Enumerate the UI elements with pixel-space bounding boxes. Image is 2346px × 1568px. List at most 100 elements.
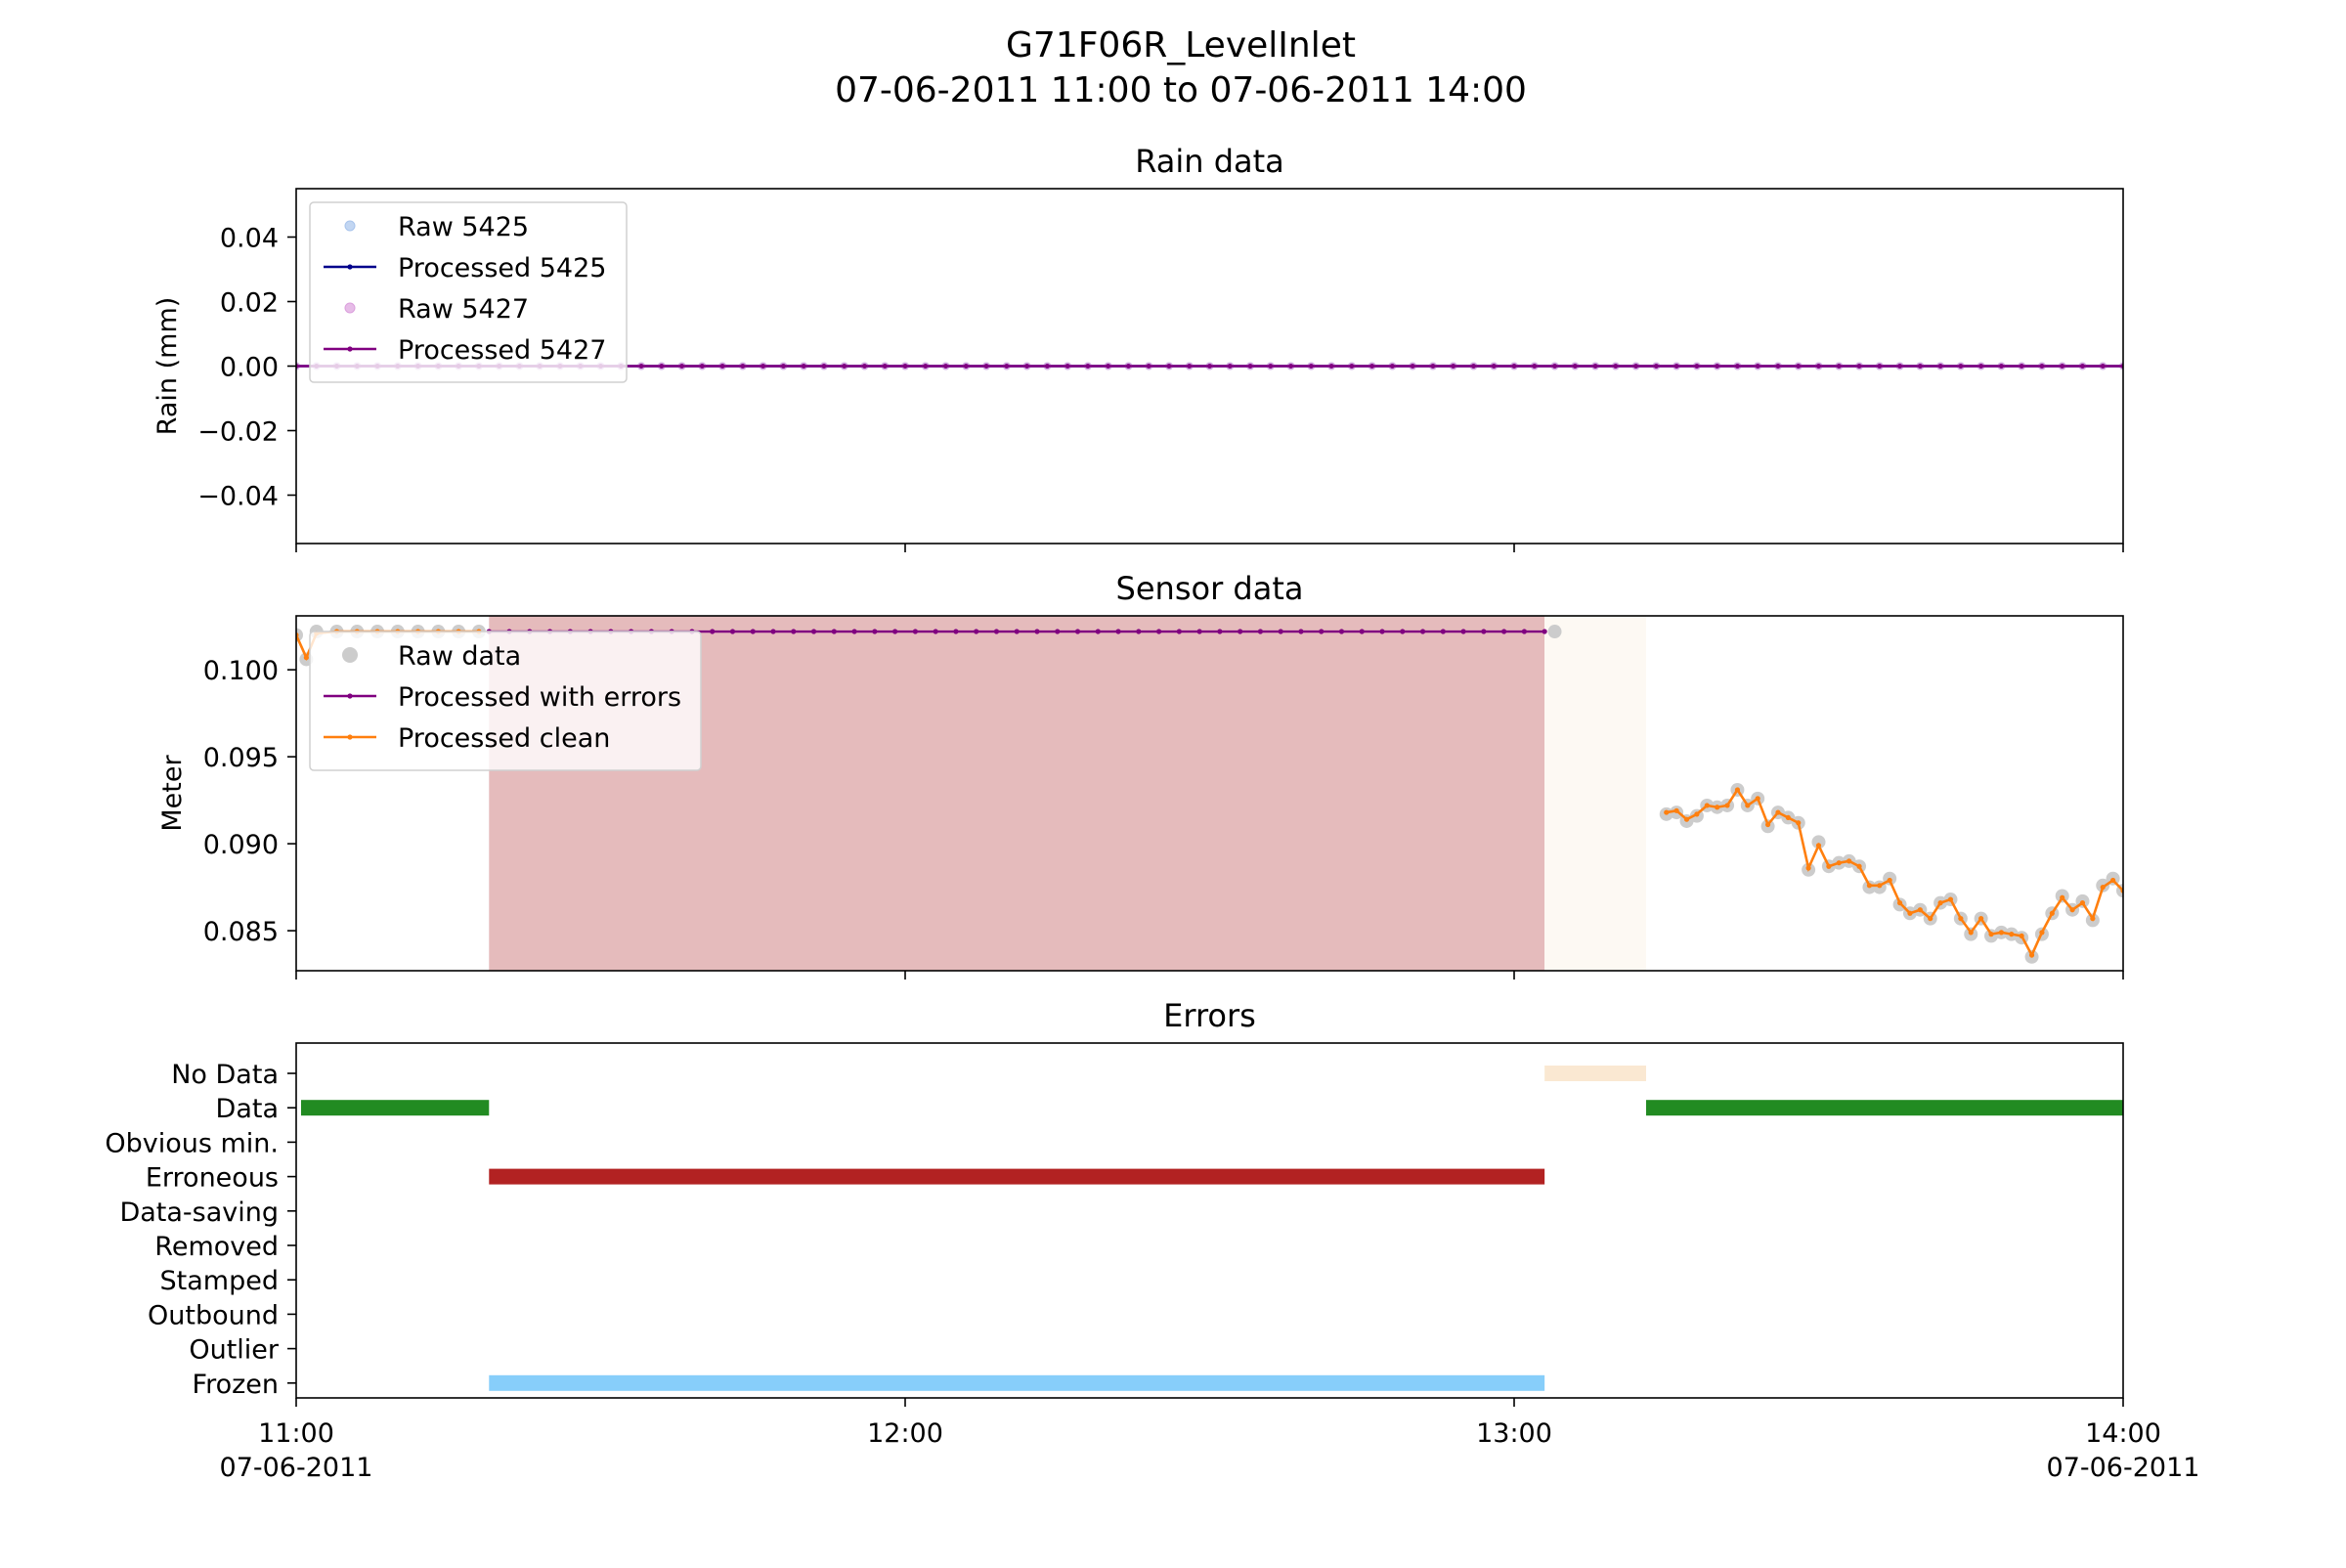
rain-point bbox=[943, 364, 948, 369]
clean-series-point bbox=[1785, 814, 1791, 821]
clean-series-point bbox=[1764, 821, 1771, 828]
shaded-span bbox=[1544, 616, 1646, 971]
error-series-point bbox=[1136, 629, 1142, 634]
y-tick-label: 0.090 bbox=[203, 830, 279, 860]
clean-series-point bbox=[1683, 816, 1690, 822]
rain-point bbox=[1572, 364, 1578, 369]
clean-series-point bbox=[2069, 907, 2075, 913]
clean-series-point bbox=[2110, 877, 2116, 884]
legend-label: Processed 5427 bbox=[398, 335, 606, 366]
y-tick-label: 0.095 bbox=[203, 743, 279, 773]
rain-point bbox=[1085, 364, 1091, 369]
rain-point bbox=[2100, 364, 2106, 369]
rain-point bbox=[1796, 364, 1802, 369]
error-interval-bar bbox=[1544, 1066, 1646, 1081]
y-tick-label: 0.00 bbox=[220, 353, 279, 383]
clean-series-point bbox=[1745, 803, 1751, 808]
rain-point bbox=[862, 364, 867, 369]
error-series-point bbox=[974, 629, 979, 634]
error-series-point bbox=[729, 629, 736, 634]
clean-series-point bbox=[1958, 916, 1964, 922]
error-series-point bbox=[1460, 629, 1466, 634]
rain-point bbox=[1207, 364, 1212, 369]
category-label: Removed bbox=[154, 1232, 279, 1262]
clean-series-point bbox=[1937, 900, 1943, 906]
clean-series-point bbox=[1998, 930, 2004, 936]
rain-point bbox=[1532, 364, 1538, 369]
category-label: Stamped bbox=[160, 1266, 279, 1296]
y-tick-label: 0.04 bbox=[220, 224, 279, 254]
rain-point bbox=[1369, 364, 1375, 369]
clean-series-point bbox=[1947, 896, 1954, 902]
clean-series-point bbox=[1978, 916, 1984, 922]
rain-point bbox=[1592, 364, 1598, 369]
clean-series-point bbox=[303, 655, 309, 661]
clean-series-point bbox=[2039, 930, 2045, 936]
clean-series-point bbox=[1796, 820, 1802, 826]
rain-point bbox=[1877, 364, 1883, 369]
rain-point bbox=[1856, 364, 1862, 369]
rain-point bbox=[983, 364, 989, 369]
error-interval-bar bbox=[1645, 1100, 2123, 1116]
rain-point bbox=[679, 364, 684, 369]
rain-point bbox=[1491, 364, 1497, 369]
y-tick-label: −0.02 bbox=[197, 417, 279, 448]
legend-swatch bbox=[344, 220, 356, 232]
rain-point bbox=[2019, 364, 2024, 369]
rain-point bbox=[1735, 364, 1740, 369]
error-series-point bbox=[892, 629, 898, 634]
rain-point bbox=[1024, 364, 1029, 369]
error-series-point bbox=[1217, 629, 1223, 634]
rain-point bbox=[1978, 364, 1984, 369]
rain-point bbox=[1227, 364, 1233, 369]
axes-frame bbox=[295, 615, 2124, 972]
category-label: Data bbox=[216, 1094, 279, 1124]
clean-series-point bbox=[1826, 863, 1832, 869]
error-series-point bbox=[1400, 629, 1406, 634]
rain-point bbox=[1552, 364, 1557, 369]
y-axis-label: Meter bbox=[157, 755, 188, 832]
legend: Raw data Processed with errors Processed c… bbox=[309, 631, 702, 771]
rain-point bbox=[1268, 364, 1274, 369]
y-tick-label: 0.085 bbox=[203, 917, 279, 947]
error-series-point bbox=[1278, 629, 1283, 634]
clean-series-point bbox=[1866, 883, 1873, 889]
rain-point bbox=[842, 364, 847, 369]
x-tick-label: 14:00 bbox=[2085, 1418, 2161, 1449]
error-series-point bbox=[1419, 629, 1426, 634]
rain-point bbox=[1775, 364, 1781, 369]
clean-series-point bbox=[1968, 930, 1974, 936]
clean-series-point bbox=[1664, 809, 1670, 815]
x-tick-sublabel: 07-06-2011 bbox=[2047, 1453, 2200, 1483]
rain-point bbox=[1836, 364, 1842, 369]
error-series-point bbox=[953, 629, 959, 634]
clean-series-point bbox=[1846, 858, 1852, 864]
clean-series-point bbox=[2100, 884, 2106, 891]
panel-title: Rain data bbox=[1135, 143, 1284, 180]
error-series-point bbox=[750, 629, 756, 634]
rain-point bbox=[1247, 364, 1253, 369]
clean-series-point bbox=[2049, 910, 2055, 916]
legend-swatch-marker bbox=[347, 734, 353, 740]
clean-series-point bbox=[1805, 865, 1811, 871]
axes-frame bbox=[295, 1042, 2124, 1399]
x-tick-label: 13:00 bbox=[1476, 1418, 1552, 1449]
clean-series-point bbox=[1928, 916, 1933, 922]
error-series-point bbox=[1501, 629, 1507, 634]
x-tick-sublabel: 07-06-2011 bbox=[220, 1453, 373, 1483]
y-tick-label: 0.100 bbox=[203, 656, 279, 686]
clean-series-point bbox=[1887, 877, 1892, 884]
error-series-point bbox=[872, 629, 878, 634]
error-series-point bbox=[831, 629, 837, 634]
rain-point bbox=[1937, 364, 1943, 369]
category-label: Outbound bbox=[148, 1300, 279, 1330]
clean-series-point bbox=[1877, 883, 1883, 889]
clean-series-point bbox=[1836, 860, 1842, 866]
clean-series-point bbox=[1724, 803, 1730, 808]
error-series-point bbox=[1115, 629, 1121, 634]
rain-point bbox=[1633, 364, 1638, 369]
error-series-point bbox=[993, 629, 1000, 634]
clean-series-point bbox=[1896, 900, 1903, 906]
